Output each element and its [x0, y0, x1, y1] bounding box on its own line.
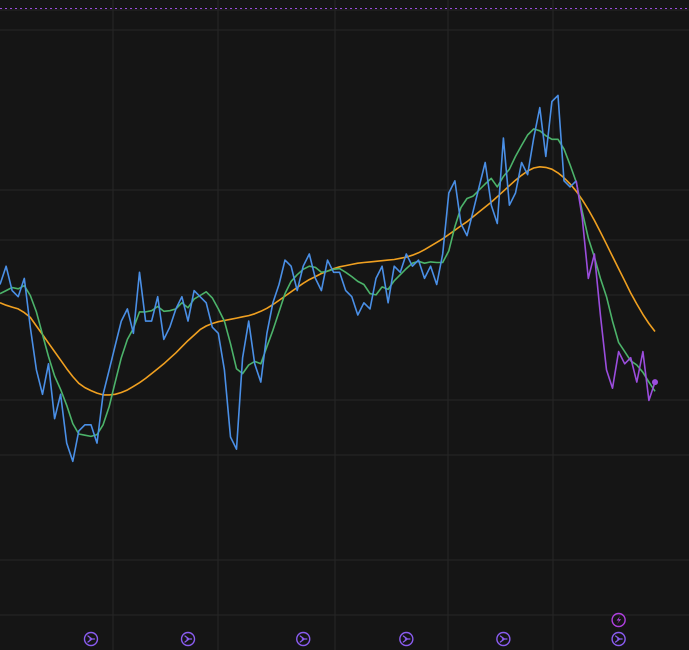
last-price-dot	[652, 379, 658, 385]
